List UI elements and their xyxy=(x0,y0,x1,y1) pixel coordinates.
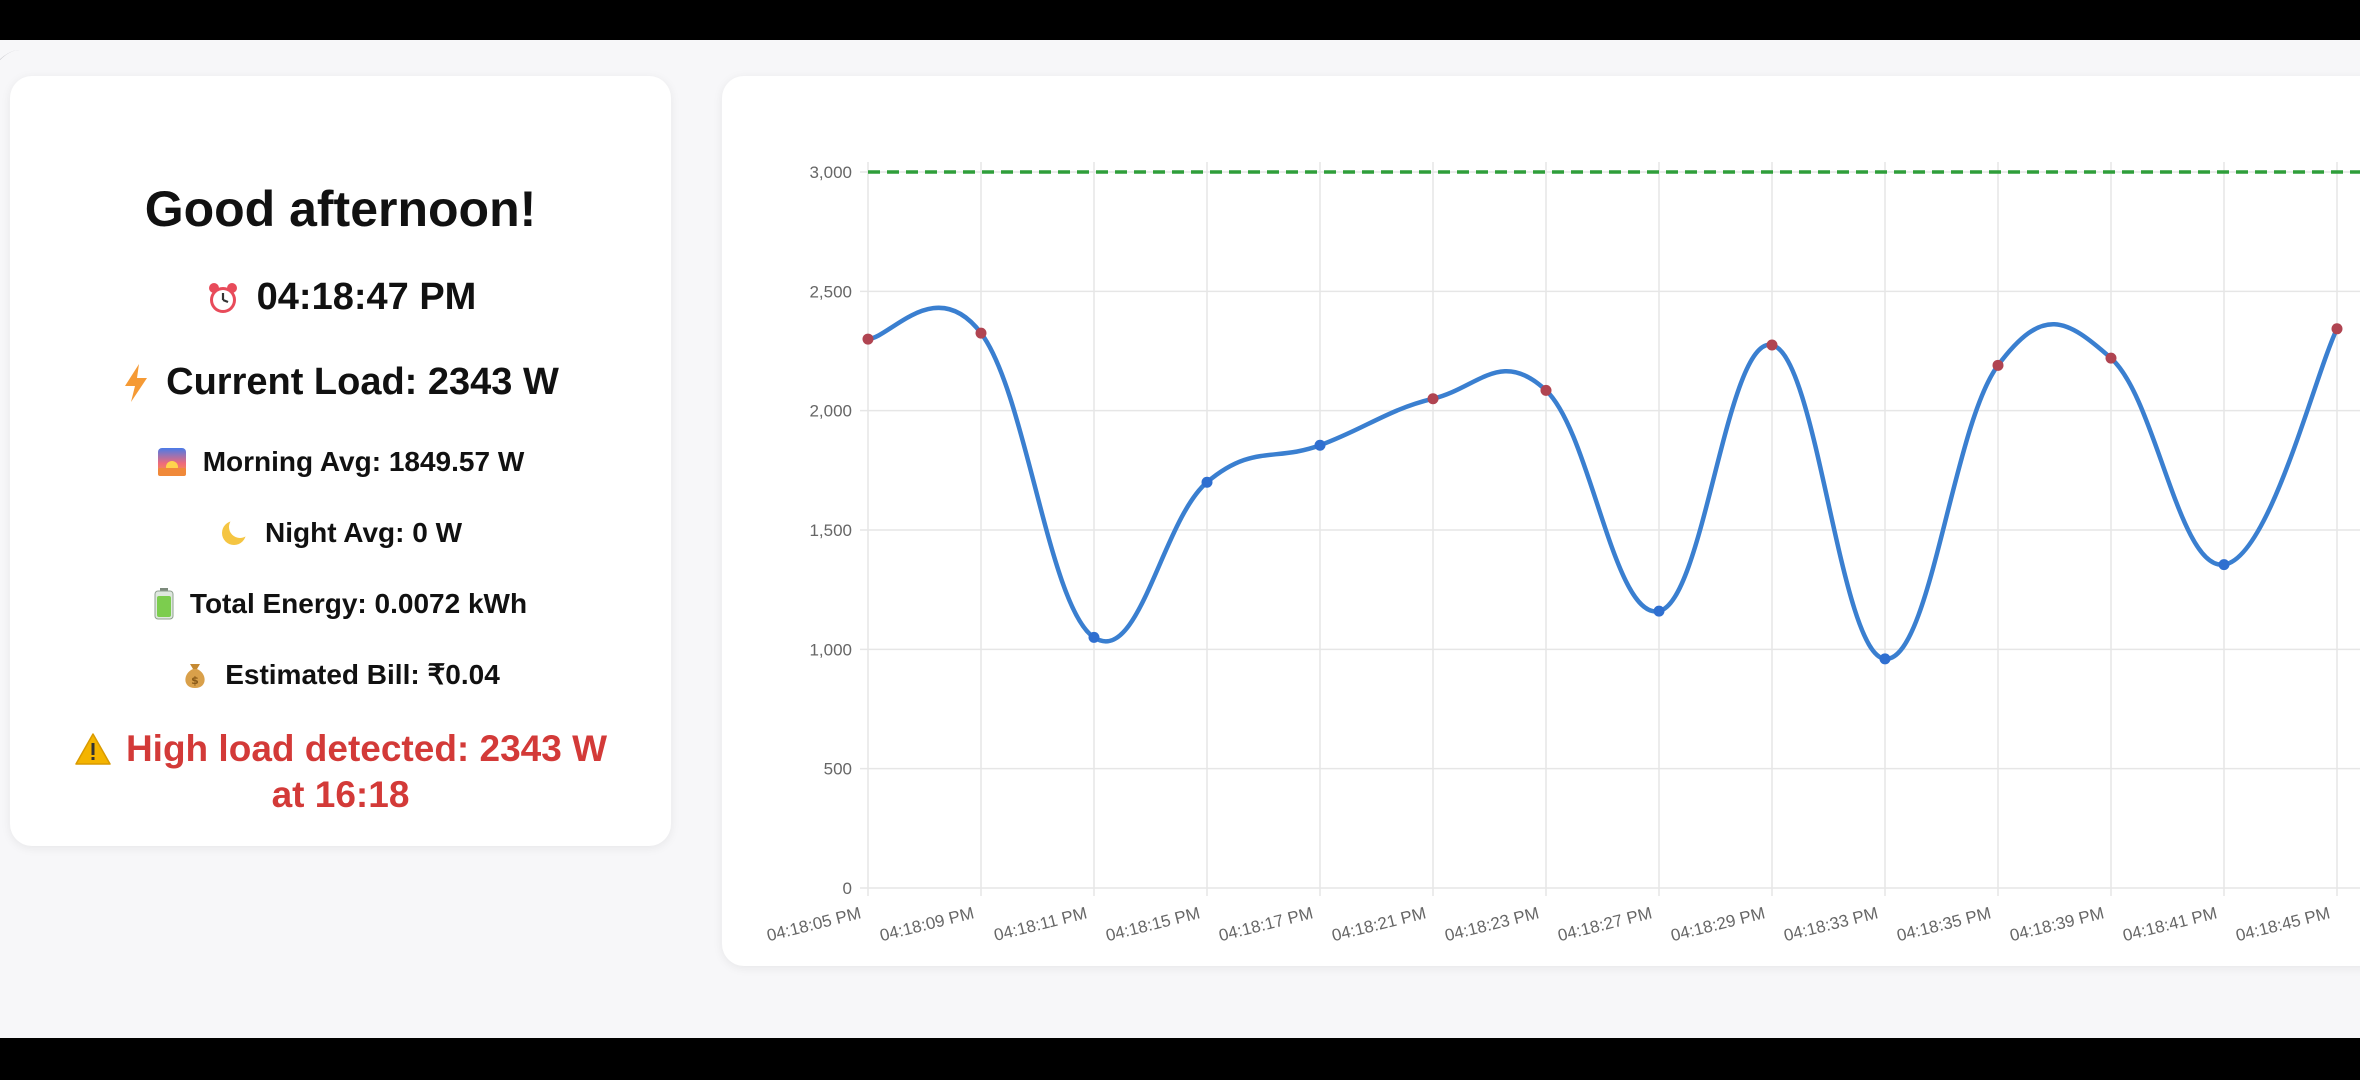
load-line-chart: 0 500 1,000 1,500 2,000 2,500 3,000 04:18:05 PM… xyxy=(765,162,2360,945)
sunrise-icon xyxy=(157,447,187,477)
current-load: Current Load: 2343 W xyxy=(166,361,559,403)
morning-average: Morning Avg: 1849.57 W xyxy=(202,446,525,477)
data-point xyxy=(1201,476,1213,488)
x-tick-label: 04:18:27 PM xyxy=(1556,903,1654,945)
data-point xyxy=(2218,559,2230,571)
y-tick-label: 1,000 xyxy=(809,640,852,659)
x-tick-label: 04:18:41 PM xyxy=(2121,903,2219,945)
alert-time: at 16:18 xyxy=(271,774,410,815)
lightning-icon xyxy=(122,363,150,403)
x-tick-label: 04:18:23 PM xyxy=(1443,903,1541,945)
svg-text:$: $ xyxy=(191,674,199,687)
morning-avg-row: Morning Avg: 1849.57 W xyxy=(10,446,671,478)
y-tick-label: 1,500 xyxy=(809,521,852,540)
data-point xyxy=(1879,653,1891,665)
x-tick-label: 04:18:15 PM xyxy=(1104,903,1202,945)
money-bag-icon: $ xyxy=(181,660,209,690)
x-tick-label: 04:18:05 PM xyxy=(765,903,863,945)
estimated-bill: Estimated Bill: ₹0.04 xyxy=(225,659,500,690)
x-tick-label: 04:18:39 PM xyxy=(2008,903,2106,945)
current-time: 04:18:47 PM xyxy=(256,276,477,318)
load-chart-card: 0 500 1,000 1,500 2,000 2,500 3,000 04:18:05 PM… xyxy=(722,76,2360,966)
dashboard-viewport: Good afternoon! 04:18:47 PM Cu xyxy=(0,40,2360,1038)
data-point xyxy=(2331,323,2343,335)
data-point xyxy=(1314,439,1326,451)
current-load-row: Current Load: 2343 W xyxy=(10,361,671,404)
x-tick-label: 04:18:21 PM xyxy=(1330,903,1428,945)
alert-message: High load detected: 2343 W xyxy=(125,728,608,769)
data-point xyxy=(1653,605,1665,617)
battery-icon xyxy=(154,588,174,620)
x-tick-label: 04:18:29 PM xyxy=(1669,903,1767,945)
night-average: Night Avg: 0 W xyxy=(264,517,462,548)
x-tick-label: 04:18:09 PM xyxy=(878,903,976,945)
data-point xyxy=(2105,352,2117,364)
crescent-moon-icon xyxy=(219,518,249,548)
y-tick-label: 500 xyxy=(824,760,852,779)
night-avg-row: Night Avg: 0 W xyxy=(10,517,671,549)
series-line xyxy=(865,305,2340,662)
y-tick-label: 2,000 xyxy=(809,402,852,421)
warning-icon xyxy=(74,732,112,766)
x-tick-label: 04:18:11 PM xyxy=(992,903,1089,944)
total-energy-row: Total Energy: 0.0072 kWh xyxy=(10,588,671,620)
y-tick-label: 2,500 xyxy=(809,282,852,301)
alarm-clock-icon xyxy=(205,280,241,316)
y-tick-label: 3,000 xyxy=(809,163,852,182)
high-load-alert: High load detected: 2343 W at 16:18 xyxy=(50,726,631,818)
status-card: Good afternoon! 04:18:47 PM Cu xyxy=(10,76,671,846)
data-point xyxy=(1088,631,1100,643)
clock-row: 04:18:47 PM xyxy=(10,276,671,319)
x-tick-label: 04:18:33 PM xyxy=(1782,903,1880,945)
x-tick-label: 04:18:45 PM xyxy=(2234,903,2332,945)
total-energy: Total Energy: 0.0072 kWh xyxy=(189,588,528,619)
data-point xyxy=(862,333,874,345)
data-point xyxy=(1540,384,1552,396)
x-tick-label: 04:18:35 PM xyxy=(1895,903,1993,945)
data-point xyxy=(1427,393,1439,405)
data-point xyxy=(1992,359,2004,371)
data-point xyxy=(1766,339,1778,351)
x-tick-label: 04:18:17 PM xyxy=(1217,903,1315,945)
data-point xyxy=(975,327,987,339)
estimated-bill-row: $ Estimated Bill: ₹0.04 xyxy=(10,658,671,691)
greeting-heading: Good afternoon! xyxy=(144,181,537,237)
y-tick-label: 0 xyxy=(843,879,852,898)
